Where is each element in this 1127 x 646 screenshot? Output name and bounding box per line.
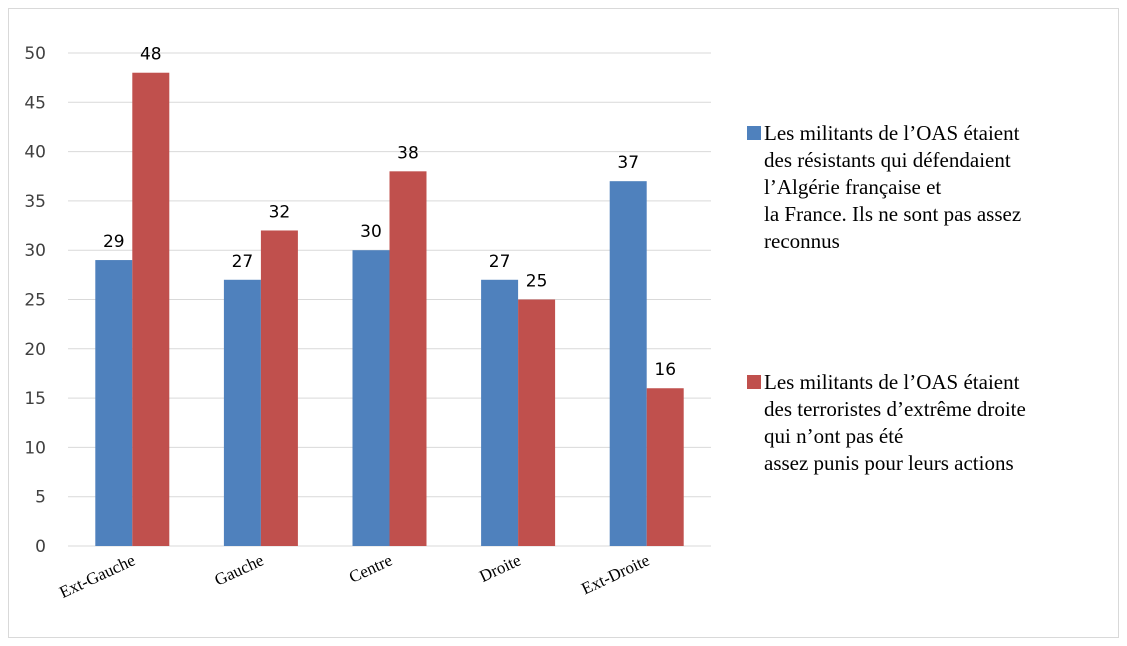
legend-line: des résistants qui défendaient [764,148,1011,172]
y-axis-tick-labels: 0 5 10 15 20 25 30 35 40 45 50 [24,44,46,557]
data-label-series-1: 27 [489,252,511,272]
bars [95,72,684,547]
y-tick-label: 45 [24,93,46,113]
x-tick-label: Ext-Gauche [56,550,138,602]
legend-line: Les militants de l’OAS étaient [764,370,1020,394]
legend-swatch-series-1 [747,126,761,140]
y-tick-label: 35 [24,192,46,212]
y-tick-label: 15 [24,389,46,409]
data-label-series-1: 27 [232,252,254,272]
data-label-series-1: 30 [360,222,382,242]
y-tick-label: 20 [24,340,46,360]
x-tick-label: Gauche [212,550,267,589]
data-label-series-1: 37 [617,153,639,173]
data-label-series-2: 25 [526,272,548,292]
legend-line: des terroristes d’extrême droite [764,397,1026,421]
bar-series-1 [481,279,519,546]
bar-series-2 [646,388,684,546]
legend-line: assez punis pour leurs actions [764,451,1014,475]
data-label-series-2: 48 [140,45,162,65]
legend-label-series-1: Les militants de l’OAS étaient des résis… [764,120,1021,255]
legend-line: qui n’ont pas été [764,424,904,448]
legend-swatch-series-2 [747,375,761,389]
bar-series-1 [95,260,133,546]
legend-line: reconnus [764,229,840,253]
legend: Les militants de l’OAS étaient des résis… [747,0,1117,646]
legend-label-series-2: Les militants de l’OAS étaient des terro… [764,369,1026,477]
bar-series-1 [352,250,390,546]
data-label-series-2: 32 [269,202,291,222]
bar-series-2 [132,72,170,546]
x-axis-category-labels: Ext-Gauche Gauche Centre Droite Ext-Droite [56,550,652,602]
data-labels: 29 48 27 32 30 38 27 25 37 16 [103,45,676,381]
x-tick-label: Droite [476,550,523,586]
bar-series-1 [609,181,647,546]
x-tick-label: Centre [346,550,395,586]
y-tick-label: 30 [24,241,46,261]
y-tick-label: 10 [24,438,46,458]
bar-series-2 [389,171,427,546]
y-tick-label: 5 [35,488,46,508]
y-tick-label: 40 [24,143,46,163]
data-label-series-2: 16 [654,360,676,380]
chart-frame [8,8,1119,638]
data-label-series-2: 38 [397,143,419,163]
legend-line: Les militants de l’OAS étaient [764,121,1020,145]
bar-series-2 [260,230,298,547]
data-label-series-1: 29 [103,232,125,252]
y-tick-label: 0 [35,537,46,557]
bar-series-2 [518,299,556,546]
legend-line: la France. Ils ne sont pas assez [764,202,1022,226]
gridlines [68,52,711,547]
bar-series-1 [223,279,261,546]
x-tick-label: Ext-Droite [578,550,652,598]
legend-line: l’Algérie française et [764,175,942,199]
y-tick-label: 50 [24,44,46,64]
y-tick-label: 25 [24,291,46,311]
